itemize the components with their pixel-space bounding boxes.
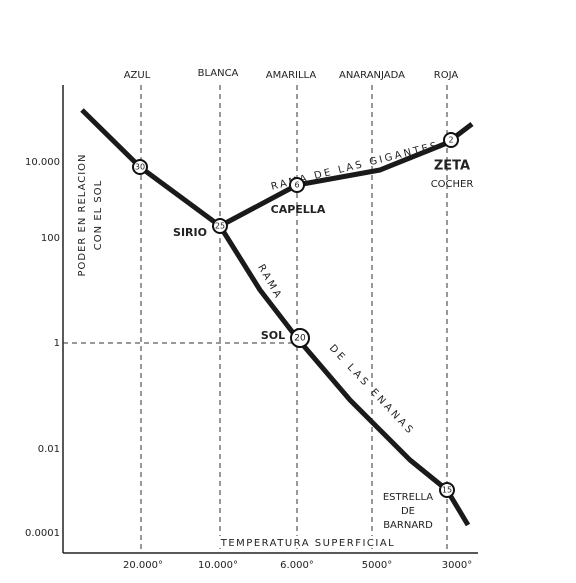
color-label: AMARILLA — [266, 70, 317, 81]
marker-label: 30 — [135, 163, 145, 172]
temp-label: 20.000° — [123, 560, 163, 571]
star-marker — [439, 482, 455, 498]
star-name: SIRIO — [173, 226, 207, 239]
star-name: DE — [401, 506, 415, 517]
temp-label: 6.000° — [280, 560, 314, 571]
power-label: 10.000 — [25, 157, 60, 168]
temp-label: 3000° — [442, 560, 472, 571]
temp-label: 5000° — [362, 560, 392, 571]
marker-label: 2 — [448, 136, 453, 145]
star-name: SOL — [261, 329, 285, 342]
power-label: 100 — [41, 233, 60, 244]
temp-label: 10.000° — [198, 560, 238, 571]
star-name: COCHER — [431, 179, 474, 190]
guides — [63, 85, 448, 553]
color-label: ROJA — [434, 70, 459, 81]
color-label: ANARANJADA — [339, 70, 405, 81]
star-name: ESTRELLA — [383, 492, 433, 503]
marker-label: 15 — [442, 486, 452, 495]
power-label: 0.0001 — [25, 528, 60, 539]
marker-label: 6 — [294, 181, 299, 190]
color-label: AZUL — [124, 70, 151, 81]
y-axis-title: PODER EN RELACION — [77, 153, 88, 276]
marker-label: 25 — [215, 222, 225, 231]
marker-label: 20 — [294, 334, 306, 344]
star-marker — [290, 328, 310, 348]
power-label: 0.01 — [38, 444, 60, 455]
title-backing — [208, 536, 408, 548]
star-name: BARNARD — [383, 520, 433, 531]
star-marker — [443, 132, 459, 148]
y-axis-title: CON EL SOL — [93, 180, 104, 250]
x-axis-title: TEMPERATURA SUPERFICIAL — [220, 538, 396, 549]
star-marker — [212, 218, 228, 234]
color-label: BLANCA — [198, 68, 239, 79]
star-name: CAPELLA — [271, 203, 326, 216]
star-name: ZETA — [434, 159, 470, 174]
markers: 30 25 6 2 20 15 — [132, 132, 459, 498]
star-marker — [289, 177, 305, 193]
star-marker — [132, 159, 148, 175]
power-label: 1 — [54, 338, 60, 349]
